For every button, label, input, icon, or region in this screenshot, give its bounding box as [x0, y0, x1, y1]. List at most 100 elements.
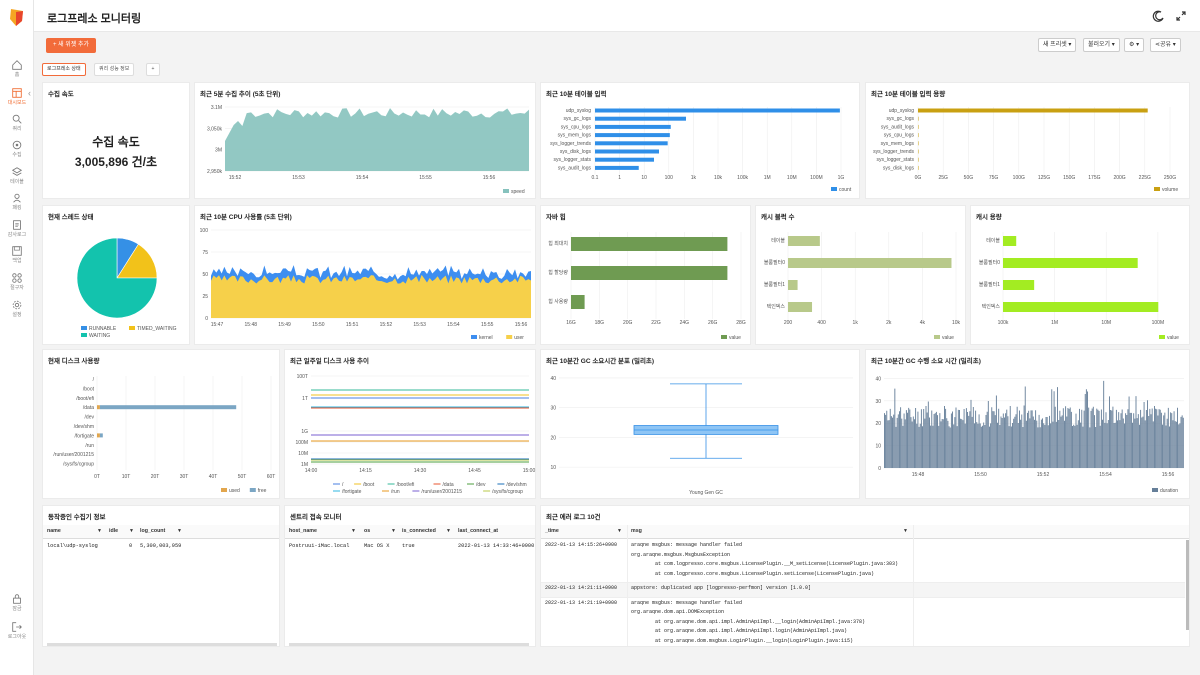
sidebar-item-search[interactable]: 쿼리	[0, 112, 34, 138]
column-header[interactable]: msg	[631, 528, 642, 534]
filter-icon[interactable]: ▼	[177, 528, 182, 534]
audit-icon	[13, 220, 21, 230]
sidebar-item-lock[interactable]: 잠금	[0, 592, 34, 618]
x-tick-label: 100G	[1013, 175, 1025, 181]
disk-trend-chart[interactable]: 1M 10M 100M 1G 1T 100T 14:00 14:15 14:30 14:45 15:…	[285, 350, 537, 500]
table-row[interactable]	[541, 583, 1185, 598]
ingest-trend-chart[interactable]: 2,950k3M3,050k3.1M2,950k3M3,050k3.1M15:5…	[195, 83, 537, 200]
column-header[interactable]: name	[47, 528, 61, 534]
legend-label: /dev	[476, 482, 486, 488]
load-button[interactable]: 불러오기 ▾	[1083, 38, 1120, 52]
tab-query-performance[interactable]: 쿼리 성능 정보	[94, 63, 135, 76]
legend-label: volume	[1162, 187, 1178, 193]
column-header[interactable]: host_name	[289, 528, 317, 534]
table-icon	[11, 167, 23, 176]
column-header[interactable]: is_connected	[402, 528, 436, 534]
sidebar-item-gear[interactable]: 설정	[0, 298, 34, 324]
x-tick-label: 75G	[989, 175, 999, 181]
add-tab-button[interactable]: +	[146, 63, 160, 76]
column-header[interactable]: idle	[109, 528, 119, 534]
sidebar-item-backup[interactable]: 백업	[0, 244, 34, 270]
legend-label: /dev/shm	[506, 482, 526, 488]
column-header[interactable]: last_connect_at	[458, 528, 499, 534]
panel-title: 최근 10분 CPU 사용률 (5초 단위)	[200, 214, 292, 221]
add-widget-button[interactable]: + 새 위젯 추가	[46, 38, 96, 53]
x-tick-label: 0G	[915, 175, 922, 181]
cpu-usage-chart[interactable]: 0 25 50 75 100 15:47 15:48 15:49 15:50 15:51 15:52…	[195, 206, 537, 346]
tab-logpresso-status[interactable]: 로그프레소 상태	[42, 63, 86, 76]
chevron-down-icon: ▾	[1068, 42, 1072, 48]
panel-title: 현재 스레드 상태	[48, 214, 94, 221]
table-row[interactable]	[541, 540, 1185, 583]
dark-mode-icon[interactable]	[1152, 9, 1166, 23]
sidebar-item-audit[interactable]: 감사로그	[0, 218, 34, 244]
x-tick-label: 14:15	[359, 468, 372, 474]
sidebar-item-collect[interactable]: 수집	[0, 138, 34, 164]
page-title: 로그프레소 모니터링	[47, 13, 142, 25]
category-label: 텍인덱스	[982, 303, 1001, 310]
filter-icon[interactable]: ▼	[391, 528, 396, 534]
preset-button[interactable]: 새 프리셋 ▾	[1038, 38, 1077, 52]
sidebar-item-package[interactable]: 패킹	[0, 191, 34, 217]
column-header[interactable]: _time	[545, 528, 559, 534]
column-header[interactable]: log_count	[140, 528, 166, 534]
scrollbar[interactable]	[47, 643, 277, 646]
column-divider	[627, 525, 628, 646]
table-header	[541, 525, 1189, 539]
category-label: /fortigate	[75, 433, 95, 439]
scrollbar[interactable]	[1186, 540, 1189, 630]
category-label: 블룸필터0	[979, 259, 1000, 266]
fullscreen-icon[interactable]	[1174, 9, 1188, 23]
scrollbar[interactable]	[289, 643, 529, 646]
legend-swatch	[221, 488, 227, 492]
settings-button[interactable]: ⚙ ▾	[1124, 38, 1145, 52]
table-input-chart[interactable]: 0.1 1 10 100 1k 10k 100k 1M 10M 100M 1G udp_syslogs…	[541, 83, 861, 200]
filter-icon[interactable]: ▼	[351, 528, 356, 534]
table-volume-chart[interactable]: 0G 25G 50G 75G 100G 125G 150G 175G 200G 225G 250G u…	[866, 83, 1191, 200]
column-header[interactable]: os	[364, 528, 371, 534]
panel-ingest-speed: 수집 속도 수집 속도 3,005,896 건/초	[42, 82, 190, 199]
category-label: sys_cpu_logs	[884, 133, 915, 139]
bar-힙 최대치	[571, 237, 728, 251]
sidebar-item-label: 설정	[12, 312, 22, 318]
sidebar-item-home[interactable]: 홈	[0, 58, 34, 84]
filter-icon[interactable]: ▼	[903, 528, 908, 534]
y-tick-label: 25	[202, 294, 208, 300]
collapse-sidebar-icon[interactable]: ‹	[28, 88, 31, 98]
x-tick-label: 250G	[1164, 175, 1176, 181]
gc-time-chart[interactable]: 0 10 20 30 40 15:48 15:50 15:52 15:54 15:56 durati…	[866, 350, 1191, 500]
filter-icon[interactable]: ▼	[129, 528, 134, 534]
sidebar-item-table[interactable]: 테이블	[0, 165, 34, 191]
x-tick-label: 22G	[651, 320, 661, 326]
y-tick-label: 2,950k	[207, 169, 223, 175]
share-button[interactable]: ⋖공유 ▾	[1150, 38, 1181, 52]
filter-icon[interactable]: ▼	[97, 528, 102, 534]
legend-label: /	[342, 482, 344, 488]
disk-usage-chart[interactable]: 0T 10T 20T 30T 40T 50T 60T / /boot/boot/efi/data…	[43, 350, 281, 500]
log-message-line: org.araqne.msgbus.MsgbusException	[631, 551, 731, 558]
bar-힙 할당량	[571, 266, 728, 280]
thread-state-chart[interactable]: RUNNABLE TIMED_WAITING WAITING	[43, 206, 191, 346]
table-cell: 2022-01-13 14:33:46+0900	[458, 543, 535, 549]
category-label: 블룸필터1	[979, 281, 1000, 288]
legend-swatch	[249, 488, 256, 492]
sidebar-item-tool[interactable]: 절구자	[0, 271, 34, 297]
gc-box-chart[interactable]: 10 20 30 40 Young Gen GC	[541, 350, 861, 500]
filter-icon[interactable]: ▼	[617, 528, 622, 534]
category-label: 테이블	[986, 237, 1000, 244]
x-tick-label: 15:54	[1099, 472, 1112, 478]
filter-icon[interactable]: ▼	[446, 528, 451, 534]
y-tick-label: 1G	[301, 429, 308, 435]
sidebar-item-logout[interactable]: 로그아웃	[0, 620, 34, 646]
sidebar-item-label: 테이블	[10, 179, 24, 185]
log-message-line: at org.araqne.dom.api.impl.AdminApiImpl.…	[631, 628, 848, 634]
y-tick-label: 10	[550, 465, 556, 471]
legend-label: user	[514, 335, 524, 341]
bar-used-/data	[97, 405, 100, 410]
column-divider	[913, 525, 914, 646]
sidebar-item-dashboard[interactable]: 대시보드	[0, 86, 34, 112]
logpresso-logo[interactable]	[8, 7, 26, 27]
